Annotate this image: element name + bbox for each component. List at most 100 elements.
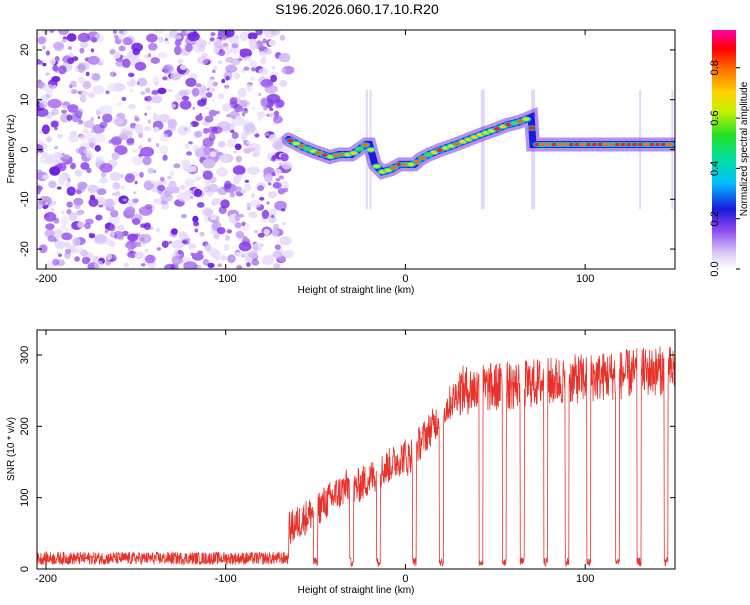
noise-blob	[162, 154, 168, 161]
noise-blob	[113, 34, 119, 39]
noise-blob	[181, 95, 190, 101]
noise-blob	[117, 231, 125, 241]
noise-blob	[248, 211, 258, 219]
noise-blob	[159, 145, 169, 154]
noise-blob	[88, 232, 93, 237]
noise-blob	[221, 255, 227, 261]
noise-blob	[40, 94, 49, 104]
noise-blob	[102, 113, 113, 123]
noise-blob	[178, 89, 189, 97]
noise-blob	[213, 47, 220, 53]
snr-x-tick-label: 0	[402, 573, 408, 585]
colorbar: 0.0 0.2 0.4 0.6 0.8 Normalized spectral ampl…	[709, 30, 750, 277]
noise-blob	[224, 235, 230, 241]
noise-blob	[202, 170, 213, 180]
noise-blob	[75, 110, 83, 119]
noise-blob	[263, 106, 268, 111]
noise-blob	[274, 168, 282, 174]
noise-blob	[249, 199, 262, 208]
noise-blob	[115, 191, 121, 197]
noise-blob	[160, 133, 169, 143]
noise-blob	[226, 229, 232, 234]
noise-blob	[204, 243, 212, 252]
noise-blob	[51, 111, 55, 116]
noise-blob	[247, 166, 261, 175]
noise-blob	[239, 49, 246, 54]
noise-blob	[263, 48, 272, 55]
noise-blob	[37, 36, 46, 45]
noise-blob	[185, 43, 193, 53]
noise-blob	[205, 91, 213, 98]
noise-blob	[246, 140, 252, 145]
noise-blob	[212, 69, 216, 74]
track-peak-core	[373, 164, 381, 169]
noise-blob	[58, 30, 70, 36]
noise-blob	[155, 143, 160, 148]
noise-blob	[218, 141, 226, 148]
y-tick-label: 10	[19, 94, 31, 106]
noise-blob	[122, 37, 133, 46]
noise-blob	[47, 98, 62, 109]
noise-blob	[109, 224, 116, 232]
noise-blob	[241, 113, 245, 117]
noise-blob	[72, 237, 81, 247]
noise-blob	[194, 130, 203, 138]
noise-blob	[94, 233, 107, 244]
noise-blob	[54, 126, 58, 131]
noise-blob	[162, 65, 170, 73]
noise-blob	[60, 224, 67, 230]
noise-blob	[45, 50, 51, 56]
noise-blob	[103, 198, 115, 208]
noise-blob	[239, 99, 251, 108]
noise-blob	[197, 56, 209, 65]
noise-blob	[225, 75, 230, 81]
noise-blob	[258, 92, 262, 97]
noise-blob	[65, 248, 71, 254]
noise-blob	[241, 69, 246, 74]
noise-blob	[186, 151, 193, 156]
noise-blob	[177, 58, 184, 64]
y-tick-label: -20	[19, 241, 31, 257]
noise-blob	[167, 118, 177, 129]
noise-blob	[196, 202, 205, 208]
noise-blob	[249, 60, 258, 68]
noise-blob	[88, 198, 99, 207]
noise-blob	[260, 97, 268, 107]
noise-blob	[251, 46, 256, 51]
noise-blob	[122, 198, 128, 202]
noise-blob	[278, 175, 284, 180]
noise-blob	[277, 254, 287, 263]
noise-blob	[134, 251, 144, 260]
noise-blob	[279, 34, 286, 41]
noise-blob	[207, 40, 212, 44]
noise-blob	[268, 113, 275, 118]
noise-blob	[56, 186, 62, 190]
noise-blob	[246, 262, 251, 267]
noise-blob	[52, 258, 60, 266]
noise-blob	[99, 121, 108, 129]
noise-blob	[144, 112, 147, 116]
noise-blob	[54, 240, 66, 250]
noise-blob	[70, 89, 78, 95]
noise-blob	[258, 68, 269, 76]
noise-blob	[49, 57, 56, 65]
noise-blob	[109, 232, 115, 238]
noise-blob	[208, 183, 219, 193]
noise-blob	[133, 191, 137, 195]
noise-blob	[153, 126, 160, 133]
noise-blob	[80, 42, 89, 48]
noise-blob	[283, 249, 294, 259]
noise-blob	[194, 46, 203, 53]
noise-blob	[264, 84, 278, 94]
noise-blob	[143, 126, 152, 131]
noise-blob	[39, 154, 54, 165]
noise-blob	[271, 154, 277, 161]
noise-blob	[179, 64, 187, 71]
noise-blob	[46, 91, 53, 99]
noise-blob	[150, 57, 161, 64]
noise-blob	[173, 200, 182, 206]
noise-blob	[79, 134, 87, 142]
noise-blob	[88, 92, 96, 99]
colorbar-tick-label: 0.2	[709, 211, 721, 226]
spectrogram-x-label: Height of straight line (km)	[298, 285, 415, 296]
